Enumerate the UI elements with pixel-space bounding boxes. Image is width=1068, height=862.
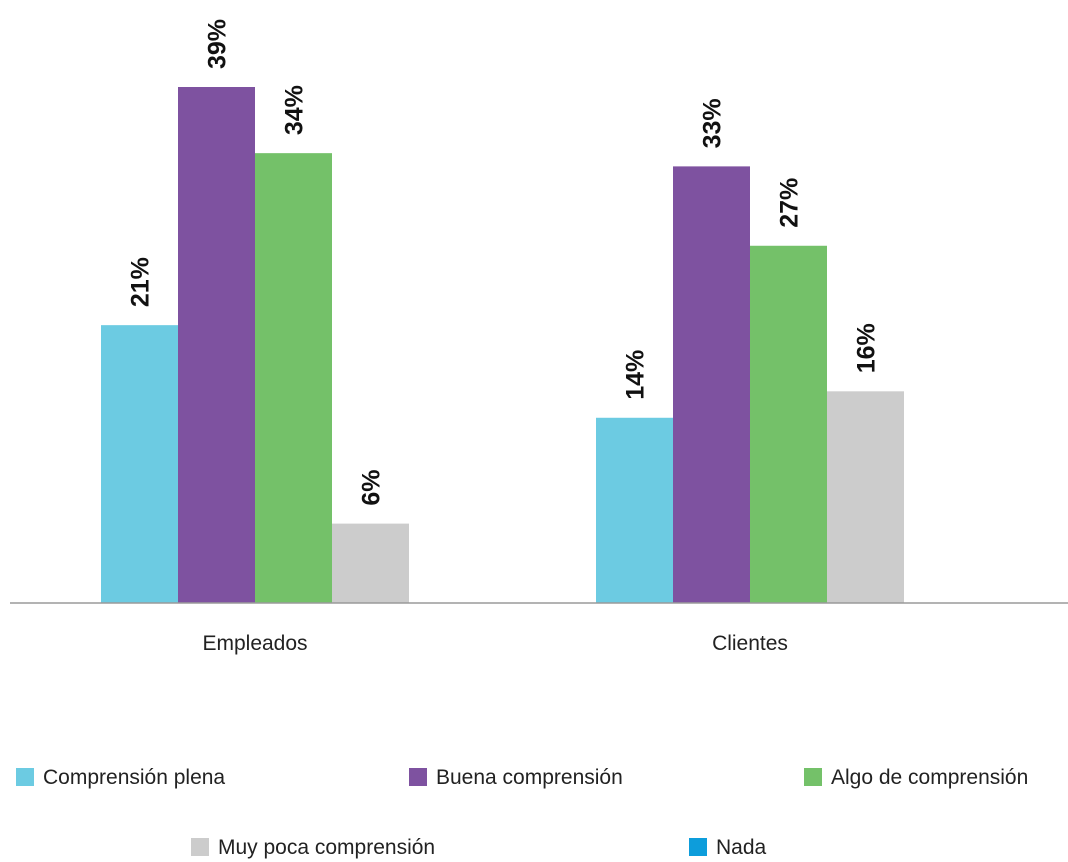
bar-clientes-4: [827, 391, 904, 603]
bar-clientes-3: [750, 245, 827, 603]
legend-label-1: Comprensión plena: [43, 766, 225, 789]
legend-swatch-1: [16, 768, 34, 786]
value-labels-layer: 21% 39% 34% 6% 14% 33% 27% 16%: [127, 19, 881, 506]
legend-swatch-3: [804, 768, 822, 786]
bar-empleados-1: [101, 325, 178, 603]
category-label-empleados: Empleados: [202, 632, 307, 655]
legend-label-5: Nada: [716, 836, 767, 859]
legend-item-3: Algo de comprensión: [804, 766, 1028, 789]
legend-label-3: Algo de comprensión: [831, 766, 1028, 789]
value-label-clientes-2: 33%: [699, 98, 727, 148]
legend-item-5: Nada: [689, 836, 767, 859]
legend-swatch-2: [409, 768, 427, 786]
value-label-empleados-4: 6%: [358, 469, 386, 505]
bar-clientes-2: [673, 166, 750, 603]
category-labels-layer: Empleados Clientes: [202, 632, 787, 655]
legend-label-4: Muy poca comprensión: [218, 836, 435, 859]
bar-empleados-3: [255, 153, 332, 603]
value-label-empleados-1: 21%: [127, 257, 155, 307]
category-label-clientes: Clientes: [712, 632, 788, 655]
bar-empleados-4: [332, 523, 409, 603]
legend-item-4: Muy poca comprensión: [191, 836, 435, 859]
legend-label-2: Buena comprensión: [436, 766, 623, 789]
bar-clientes-1: [596, 417, 673, 603]
value-label-clientes-1: 14%: [622, 350, 650, 400]
bar-empleados-2: [178, 87, 255, 603]
value-label-empleados-2: 39%: [204, 19, 232, 69]
value-label-clientes-4: 16%: [853, 323, 881, 373]
legend-swatch-4: [191, 838, 209, 856]
legend: Comprensión plena Buena comprensión Algo d…: [16, 766, 1028, 859]
value-label-empleados-3: 34%: [281, 85, 309, 135]
legend-swatch-5: [689, 838, 707, 856]
value-label-clientes-3: 27%: [776, 178, 804, 228]
legend-item-2: Buena comprensión: [409, 766, 623, 789]
bars-layer: [101, 87, 904, 603]
legend-item-1: Comprensión plena: [16, 766, 225, 789]
